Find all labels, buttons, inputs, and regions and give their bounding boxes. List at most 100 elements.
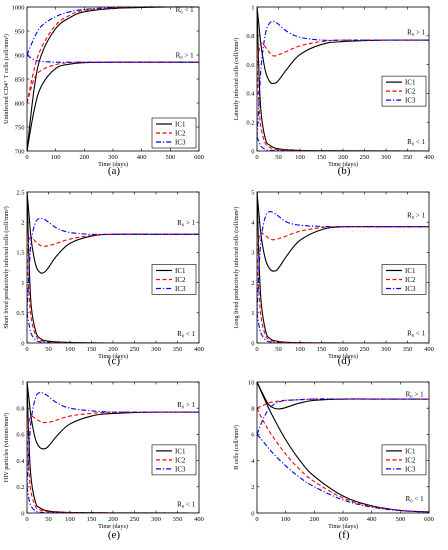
y-tick-label: 0	[251, 340, 254, 347]
legend-label-ic2: IC2	[405, 456, 416, 464]
x-axis-label: Time (days)	[98, 161, 128, 168]
x-tick-label: 300	[151, 516, 161, 523]
x-tick-label: 150	[317, 154, 327, 161]
legend-label-ic2: IC2	[175, 129, 186, 137]
y-axis-label: HIV particles (virions/mm³)	[3, 413, 10, 482]
y-tick-label: 0	[251, 148, 254, 155]
x-tick-label: 350	[173, 516, 183, 523]
r0-annotation: R₀ < 1	[177, 330, 196, 338]
x-tick-label: 600	[194, 154, 204, 161]
x-tick-label: 300	[151, 346, 161, 353]
x-tick-label: 100	[65, 516, 75, 523]
series-line-ic3-upper	[257, 398, 429, 435]
y-tick-label: 3	[251, 250, 254, 257]
x-tick-label: 600	[424, 516, 434, 523]
legend-label-ic3: IC3	[175, 285, 186, 293]
x-tick-label: 100	[295, 154, 305, 161]
x-tick-label: 150	[87, 346, 97, 353]
y-tick-label: 1	[21, 379, 24, 386]
x-tick-label: 100	[65, 346, 75, 353]
series-group	[257, 381, 429, 513]
series-line-ic3-upper	[257, 210, 429, 313]
x-tick-label: 100	[281, 516, 291, 523]
y-tick-label: 900	[15, 52, 25, 59]
series-line-ic1-upper	[257, 381, 429, 410]
x-tick-label: 200	[309, 516, 319, 523]
x-axis-label: Time (days)	[98, 523, 128, 530]
r0-annotation: R₀ < 1	[407, 138, 426, 146]
x-tick-label: 300	[381, 346, 391, 353]
legend-label-ic2: IC2	[175, 276, 186, 284]
x-tick-label: 100	[51, 154, 61, 161]
r0-annotation: R₀ > 1	[177, 401, 196, 409]
x-tick-label: 300	[338, 516, 348, 523]
x-tick-label: 300	[381, 154, 391, 161]
x-tick-label: 150	[317, 346, 327, 353]
y-tick-label: 0.4	[16, 458, 25, 465]
x-tick-label: 0	[255, 346, 258, 353]
y-tick-label: 0.8	[16, 406, 24, 413]
r0-annotation: R₀ < 1	[176, 6, 195, 14]
x-axis-label: Time (days)	[98, 353, 128, 360]
y-tick-label: 1	[21, 280, 24, 287]
y-tick-label: 2.5	[16, 189, 24, 196]
x-tick-label: 200	[338, 346, 348, 353]
chart-panel-f: 0 100 200 300 400 500 600 0 2 4 6 8 10 Time (days) B c…	[233, 379, 434, 541]
r0-annotation: R₀ > 1	[177, 219, 196, 227]
x-tick-label: 300	[108, 154, 118, 161]
legend-label-ic3: IC3	[175, 138, 186, 146]
legend-label-ic1: IC1	[405, 447, 416, 455]
legend-label-ic1: IC1	[405, 79, 416, 87]
subplot-label: (f)	[339, 529, 350, 541]
y-axis-label: B cells (cell/mm³)	[233, 425, 240, 470]
x-tick-label: 0	[25, 346, 28, 353]
y-tick-label: 800	[15, 100, 25, 107]
x-tick-label: 200	[79, 154, 89, 161]
legend-label-ic3: IC3	[175, 465, 186, 473]
legend-label-ic2: IC2	[405, 88, 416, 96]
x-tick-label: 200	[338, 154, 348, 161]
y-tick-label: 0	[21, 340, 24, 347]
x-axis-label: Time (days)	[328, 161, 358, 168]
y-tick-label: 0.6	[16, 432, 25, 439]
y-tick-label: 2	[21, 220, 24, 227]
series-line-ic2-upper	[257, 39, 429, 65]
legend-label-ic3: IC3	[405, 465, 416, 473]
series-line-ic1-upper	[257, 191, 429, 272]
legend-label-ic2: IC2	[405, 276, 416, 284]
series-line-ic3-lower	[27, 486, 199, 513]
x-tick-label: 250	[130, 516, 140, 523]
series-line-ic3-lower	[257, 434, 429, 513]
r0-annotation: R₀ < 1	[407, 329, 426, 337]
series-line-ic1-upper	[257, 6, 429, 85]
legend-label-ic1: IC1	[175, 120, 186, 128]
y-axis-label: Short lived productively infected cells …	[3, 206, 10, 328]
x-tick-label: 0	[255, 154, 258, 161]
x-tick-label: 500	[395, 516, 405, 523]
x-tick-label: 400	[194, 516, 204, 523]
y-axis-label: Latently infected cells (cell/mm³)	[233, 38, 240, 121]
series-line-ic2-upper	[27, 411, 199, 435]
y-tick-label: 0	[21, 510, 24, 517]
x-tick-label: 100	[295, 346, 305, 353]
subplot-label: (a)	[108, 165, 121, 177]
x-axis-label: Time (days)	[328, 523, 358, 530]
chart-panel-a: 0 100 200 300 400 500 600 700 750 800 850 900 950 100…	[3, 4, 204, 177]
series-line-ic2-upper	[257, 226, 429, 253]
r0-annotation: R₀ > 1	[407, 28, 426, 36]
x-tick-label: 400	[424, 154, 434, 161]
r0-annotation: R₀ < 1	[177, 500, 196, 508]
y-tick-label: 2	[251, 484, 254, 491]
legend-label-ic1: IC1	[175, 267, 186, 275]
y-tick-label: 0.6	[246, 62, 255, 69]
x-tick-label: 500	[165, 154, 175, 161]
legend-label-ic1: IC1	[405, 267, 416, 275]
y-tick-label: 8	[251, 406, 254, 413]
series-line-ic3-lower	[257, 312, 429, 343]
y-tick-label: 2	[251, 280, 254, 287]
legend-label-ic3: IC3	[405, 285, 416, 293]
x-tick-label: 0	[25, 516, 28, 523]
legend-label-ic1: IC1	[175, 447, 186, 455]
